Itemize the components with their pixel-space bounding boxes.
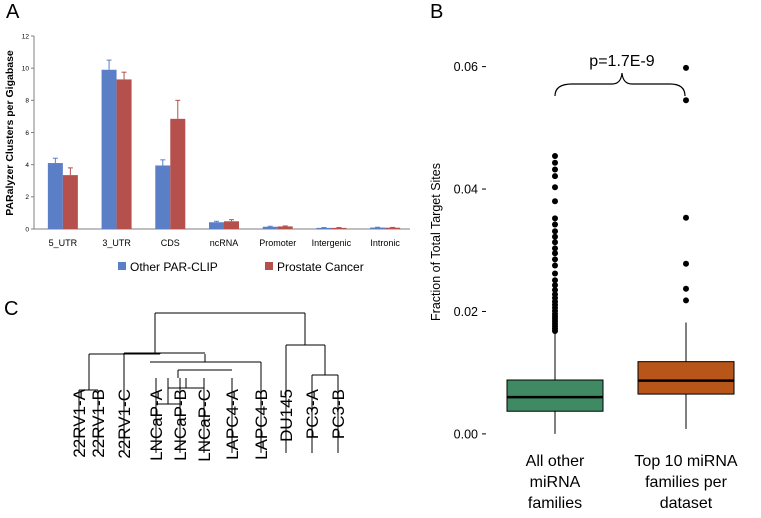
- significance-bracket: [554, 72, 686, 97]
- box-outlier-point: [552, 282, 558, 289]
- dendrogram-leaf-label: LNCaP-B: [171, 389, 190, 461]
- dendrogram-leaf-label: PC3-B: [329, 389, 348, 439]
- box-outlier-point: [552, 239, 558, 246]
- panel-a-bar: [262, 226, 278, 229]
- panel-a-bar: [316, 227, 332, 229]
- dendrogram-leaf-label: LNCaP-C: [195, 389, 214, 462]
- box-outlier-point: [552, 262, 558, 269]
- panel-a-y-tick-label: 12: [22, 33, 30, 40]
- panel-a-bar-chart: PARalyzer Clusters per Gigabase 0 2 4 6 8 10 1…: [4, 33, 410, 274]
- box-outlier-point: [552, 173, 558, 180]
- box-outlier-point: [552, 215, 558, 222]
- box-outlier-point: [552, 152, 558, 159]
- panel-a-bar: [47, 163, 63, 229]
- box-outlier-point: [552, 166, 558, 173]
- panel-a-y-tick-label: 2: [25, 194, 29, 201]
- panel-a-bar: [331, 227, 347, 229]
- box-outlier-point: [683, 214, 689, 221]
- panel-b-y-axis-label: Fraction of Total Target Sites: [429, 163, 443, 321]
- panel-a-y-tick-label: 4: [25, 162, 29, 169]
- box-outlier-point: [552, 270, 558, 277]
- box-outlier-point: [683, 97, 689, 104]
- panel-label-c: C: [4, 298, 18, 320]
- panel-a-y-tick-label: 8: [25, 98, 29, 105]
- box-outlier-point: [552, 256, 558, 263]
- box-outlier-point: [552, 198, 558, 205]
- box-outlier-point: [683, 297, 689, 304]
- box-outlier-point: [552, 159, 558, 166]
- panel-a-bar: [370, 227, 386, 229]
- panel-a-x-tick-label: 5_UTR: [49, 238, 78, 248]
- box-outlier-point: [552, 228, 558, 235]
- p-value-annotation: p=1.7E-9: [589, 53, 654, 70]
- panel-a-y-tick-label: 6: [25, 130, 29, 137]
- dendrogram-leaf-label: 22RV1-B: [89, 389, 108, 458]
- panel-a-x-tick-label: 3_UTR: [102, 238, 131, 248]
- panel-a-bar: [209, 222, 224, 229]
- panel-label-a: A: [6, 1, 20, 23]
- box-outlier-point: [552, 245, 558, 252]
- box-outlier-point: [552, 184, 558, 191]
- box-category-label-line2: families per: [645, 474, 727, 491]
- panel-b-box-plot: Fraction of Total Target Sites 0.00 0.02 0…: [429, 35, 753, 512]
- panel-a-x-tick-label: ncRNA: [210, 238, 239, 248]
- legend-label-other-parclip: Other PAR-CLIP: [130, 260, 218, 274]
- box-body: [637, 361, 735, 395]
- panel-a-y-tick-label: 0: [25, 226, 29, 233]
- panel-a-x-tick-label: Intronic: [370, 238, 400, 248]
- box-outlier-point: [683, 285, 689, 292]
- panel-b-y-tick-label: 0.06: [454, 60, 478, 74]
- box-outlier-point: [552, 291, 558, 298]
- box-outlier-point: [552, 287, 558, 294]
- dendrogram-leaf-label: DU145: [277, 389, 296, 442]
- panel-a-y-tick-label: 10: [22, 65, 30, 72]
- dendrogram-leaf-label: 22RV1-A: [70, 388, 89, 457]
- panel-a-bar: [385, 227, 401, 229]
- box-outlier-point: [683, 260, 689, 267]
- panel-a-x-tick-label: CDS: [161, 238, 180, 248]
- box-outlier-point: [552, 250, 558, 257]
- panel-b-plot-area: [489, 35, 753, 441]
- box-body: [506, 379, 604, 412]
- panel-c-dendrogram: 22RV1-A 22RV1-B 22RV1-C LNCaP-A LNCaP-B LNCaP…: [70, 312, 348, 462]
- box-category-label-line2: miRNA: [530, 474, 581, 491]
- box-outlier-point: [552, 221, 558, 228]
- panel-a-x-tick-label: Intergenic: [312, 238, 352, 248]
- legend-label-prostate-cancer: Prostate Cancer: [277, 260, 364, 274]
- panel-b-y-tick-label: 0.02: [454, 305, 478, 319]
- panel-label-b: B: [430, 1, 443, 23]
- panel-a-y-axis-label: PARalyzer Clusters per Gigabase: [4, 50, 16, 216]
- panel-a-bar: [116, 79, 132, 229]
- panel-a-bar: [277, 226, 293, 229]
- dendrogram-leaf-label: LNCaP-A: [147, 388, 166, 460]
- dendrogram-leaf-label: LAPC4-B: [252, 389, 271, 460]
- dendrogram-leaf-label: LAPC4-A: [223, 388, 242, 460]
- panel-a-bar: [155, 165, 171, 229]
- box-outlier-point: [552, 233, 558, 240]
- dendrogram-leaf-label: 22RV1-C: [115, 389, 134, 459]
- box-outlier-point: [683, 64, 689, 71]
- box-category-label-line3: families: [528, 495, 582, 512]
- panel-a-bar: [62, 175, 78, 229]
- panel-b-y-tick-label: 0.00: [454, 427, 478, 441]
- panel-b-y-tick-label: 0.04: [454, 183, 478, 197]
- legend-swatch-other-parclip: [118, 262, 126, 270]
- panel-a-bar: [224, 221, 239, 229]
- box-category-label-line1: Top 10 miRNA: [634, 453, 737, 470]
- dendrogram-leaf-label: PC3-A: [303, 388, 322, 439]
- panel-a-bar: [101, 69, 117, 230]
- box-category-label-line1: All other: [526, 453, 585, 470]
- panel-a-bar: [170, 118, 186, 229]
- legend-swatch-prostate-cancer: [265, 262, 273, 270]
- box-outlier-point: [552, 277, 558, 284]
- panel-a-x-tick-label: Promoter: [259, 238, 296, 248]
- box-category-label-line3: dataset: [660, 495, 713, 512]
